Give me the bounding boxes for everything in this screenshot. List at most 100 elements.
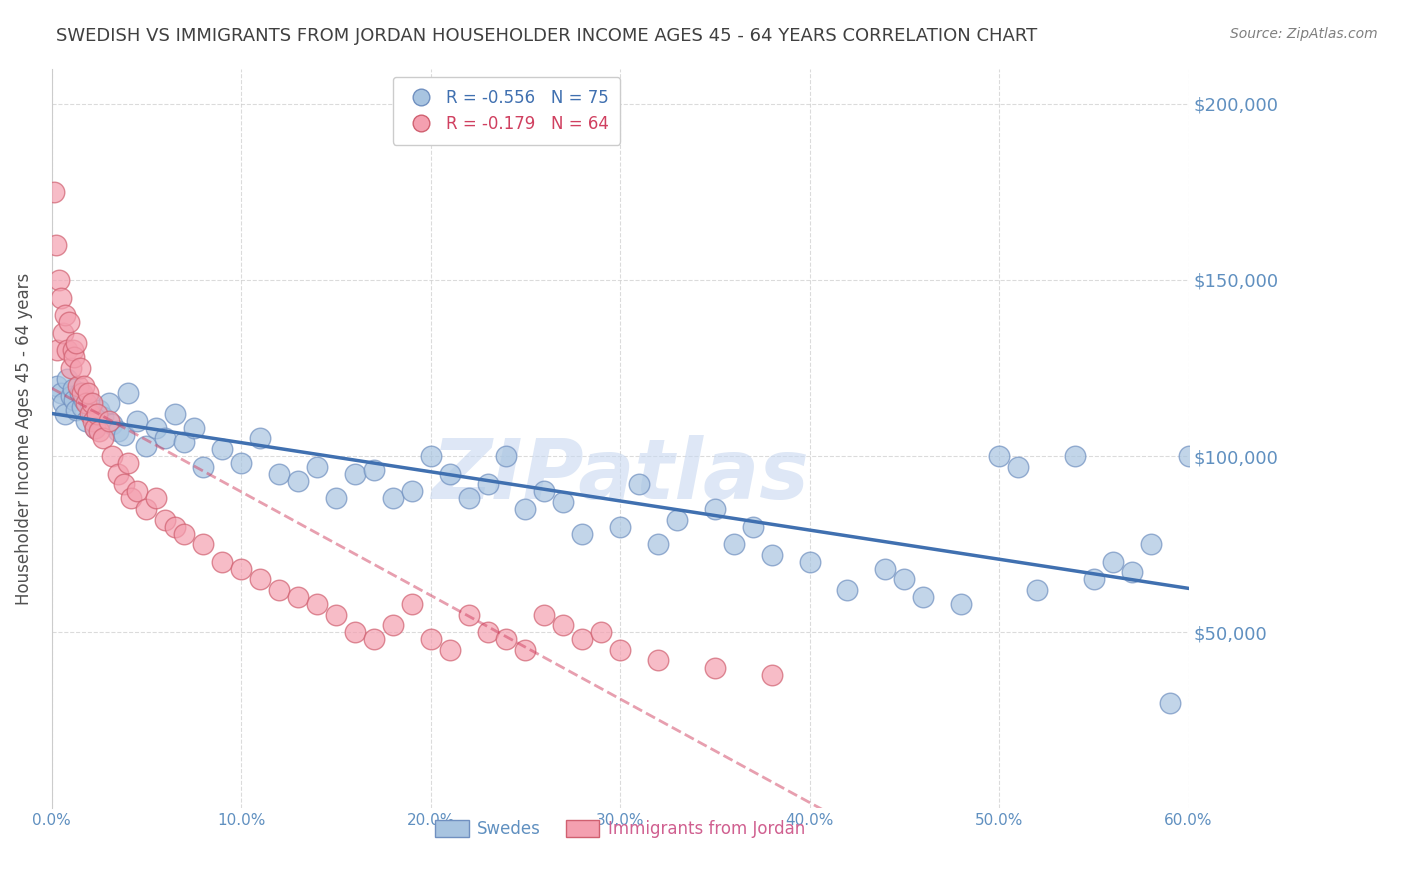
Point [553,618,575,632]
Point [837,582,859,597]
Point [183,421,205,435]
Point [46,378,69,392]
Point [163,519,186,533]
Point [249,432,271,446]
Point [75,414,97,428]
Text: Source: ZipAtlas.com: Source: ZipAtlas.com [1230,27,1378,41]
Point [62,382,84,396]
Point [343,625,366,640]
Point [73,378,96,392]
Point [51,385,73,400]
Point [42,185,65,199]
Point [80,407,103,421]
Point [249,573,271,587]
Point [70,400,93,414]
Point [419,632,441,647]
Point [135,502,157,516]
Point [97,396,120,410]
Point [419,449,441,463]
Point [799,555,821,569]
Point [515,502,537,516]
Point [1007,459,1029,474]
Point [533,484,555,499]
Point [155,512,177,526]
Point [1159,696,1181,710]
Point [211,555,233,569]
Point [1177,449,1199,463]
Text: SWEDISH VS IMMIGRANTS FROM JORDAN HOUSEHOLDER INCOME AGES 45 - 64 YEARS CORRELAT: SWEDISH VS IMMIGRANTS FROM JORDAN HOUSEH… [56,27,1038,45]
Point [269,467,291,481]
Point [477,625,499,640]
Point [988,449,1011,463]
Point [65,403,87,417]
Point [477,477,499,491]
Point [59,389,82,403]
Point [56,343,79,358]
Point [173,435,195,450]
Point [117,385,139,400]
Point [875,562,897,576]
Point [125,414,148,428]
Point [82,414,104,428]
Point [325,607,347,622]
Point [401,597,423,611]
Point [135,438,157,452]
Point [571,526,593,541]
Point [70,385,93,400]
Point [533,607,555,622]
Point [53,308,76,322]
Text: ZIPatlas: ZIPatlas [432,435,808,516]
Point [69,385,91,400]
Point [609,643,631,657]
Point [91,432,114,446]
Point [495,449,517,463]
Point [46,343,69,358]
Point [58,315,80,329]
Point [173,526,195,541]
Point [761,548,783,562]
Point [231,456,253,470]
Point [1121,566,1143,580]
Point [553,495,575,509]
Point [363,463,385,477]
Point [86,407,108,421]
Point [457,491,479,506]
Point [665,512,688,526]
Point [56,371,79,385]
Point [53,407,76,421]
Y-axis label: Householder Income Ages 45 - 64 years: Householder Income Ages 45 - 64 years [15,272,32,605]
Point [155,432,177,446]
Point [76,385,98,400]
Point [1063,449,1085,463]
Legend: Swedes, Immigrants from Jordan: Swedes, Immigrants from Jordan [429,813,811,845]
Point [120,491,142,506]
Point [112,428,135,442]
Point [457,607,479,622]
Point [1139,537,1161,551]
Point [87,403,110,417]
Point [117,456,139,470]
Point [591,625,613,640]
Point [79,407,101,421]
Point [363,632,385,647]
Point [703,502,725,516]
Point [703,660,725,674]
Point [1083,573,1105,587]
Point [75,396,97,410]
Point [62,343,84,358]
Point [163,407,186,421]
Point [647,537,669,551]
Point [893,573,915,587]
Point [65,336,87,351]
Point [48,273,70,287]
Point [84,421,107,435]
Point [63,392,86,407]
Point [439,467,461,481]
Point [439,643,461,657]
Point [287,590,309,604]
Point [193,459,215,474]
Point [145,421,167,435]
Point [1026,582,1049,597]
Point [211,442,233,456]
Point [112,477,135,491]
